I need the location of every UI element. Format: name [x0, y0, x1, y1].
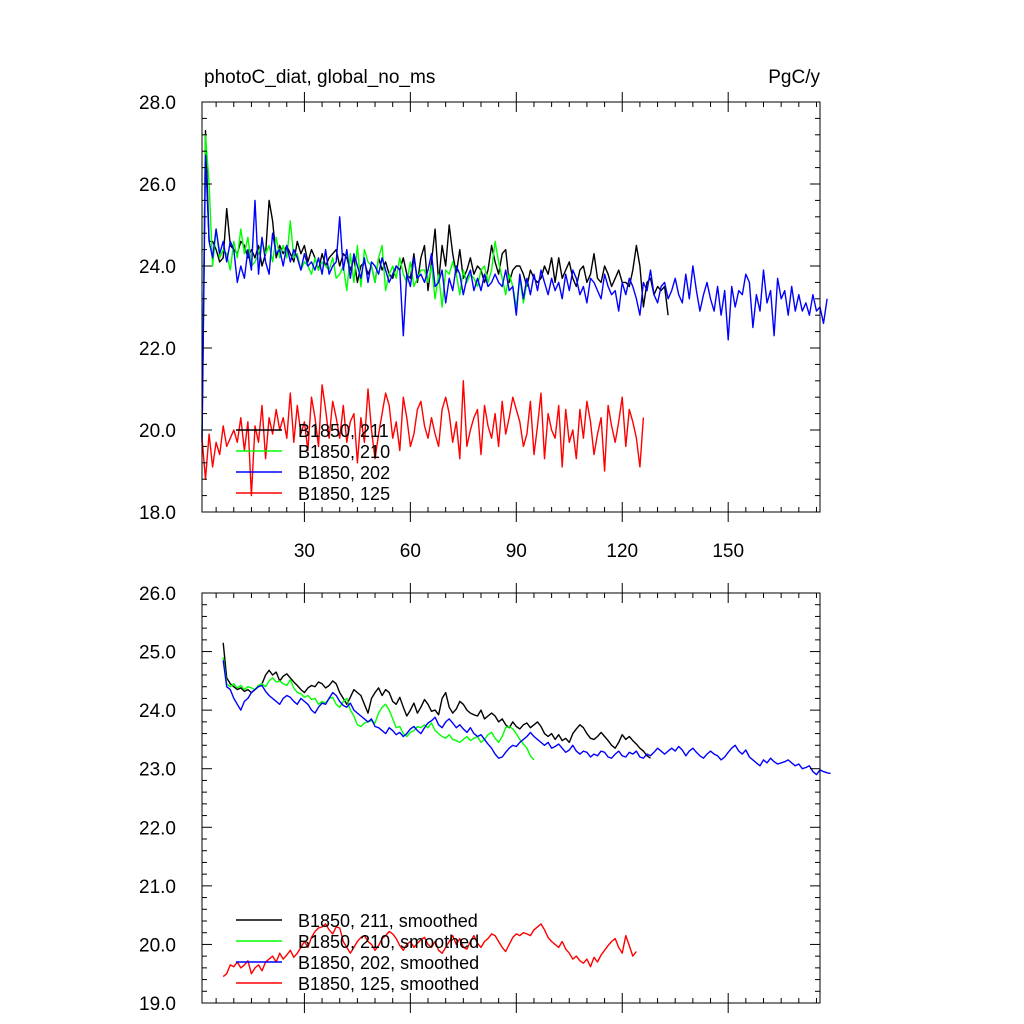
series-line-1 [222, 642, 651, 759]
series-line-4 [222, 923, 637, 978]
y-tick-label: 24.0 [139, 701, 176, 722]
y-tick-label: 19.0 [139, 994, 176, 1015]
y-tick-label: 28.0 [139, 93, 176, 114]
legend-label: B1850, 125, smoothed [298, 974, 479, 994]
legend-label: B1850, 125 [298, 484, 390, 504]
y-tick-label: 24.0 [139, 257, 176, 278]
series-line-3 [201, 154, 828, 443]
y-tick-label: 18.0 [139, 503, 176, 524]
x-tick-label: 150 [712, 541, 744, 562]
x-tick-label: 120 [606, 541, 638, 562]
series-line-2 [201, 134, 528, 431]
y-tick-label: 26.0 [139, 584, 176, 605]
legend-label: B1850, 211 [298, 421, 389, 441]
series-line-1 [201, 129, 669, 439]
y-tick-label: 25.0 [139, 643, 176, 664]
y-tick-label: 23.0 [139, 760, 176, 781]
series-line-3 [222, 660, 831, 776]
x-tick-label: 90 [506, 541, 527, 562]
x-tick-label: 60 [400, 541, 421, 562]
legend-label: B1850, 210 [298, 442, 390, 462]
series-line-2 [222, 657, 535, 761]
y-tick-label: 22.0 [139, 818, 176, 839]
x-tick-label: 30 [294, 541, 315, 562]
y-tick-label: 20.0 [139, 421, 176, 442]
legend-label: B1850, 202 [298, 463, 390, 483]
legend-label: B1850, 202, smoothed [298, 953, 479, 973]
y-tick-label: 26.0 [139, 175, 176, 196]
y-tick-label: 21.0 [139, 877, 176, 898]
legend-label: B1850, 210, smoothed [298, 932, 479, 952]
top-panel: photoC_diat, global_no_ms PgC/y 18.0 20.0… [139, 67, 828, 562]
bottom-panel: 19.0 20.0 21.0 22.0 23.0 24.0 25.0 26.0 B1850, … [139, 583, 831, 1015]
series-line-4 [201, 380, 645, 497]
y-tick-label: 22.0 [139, 339, 176, 360]
legend-label: B1850, 211, smoothed [298, 911, 478, 931]
top-plot-frame [201, 101, 821, 513]
top-panel-title: photoC_diat, global_no_ms [204, 67, 435, 88]
top-panel-units: PgC/y [768, 67, 820, 88]
bottom-plot-frame [201, 592, 821, 1004]
y-tick-label: 20.0 [139, 935, 176, 956]
